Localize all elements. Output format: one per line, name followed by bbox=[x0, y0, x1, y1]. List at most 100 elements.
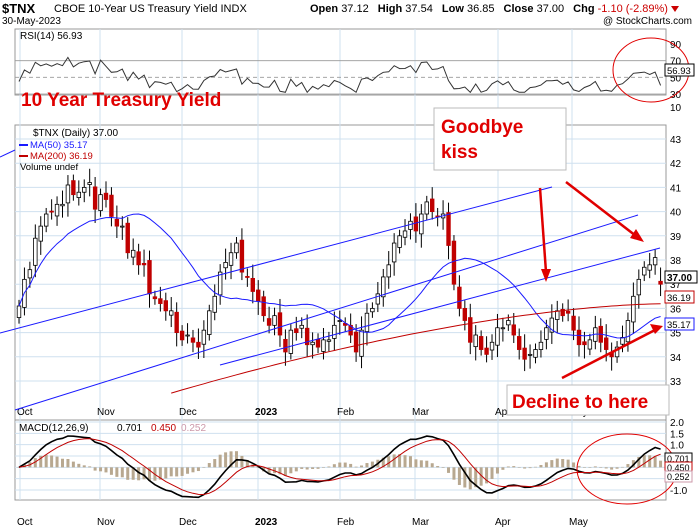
change-value: -1.10 (-2.89%) bbox=[597, 3, 668, 15]
open-value: 37.12 bbox=[341, 3, 369, 15]
candle-body bbox=[386, 264, 391, 278]
x-tick-label-macd: Apr bbox=[495, 517, 511, 528]
candle-body bbox=[120, 225, 125, 228]
macd-histogram-bar bbox=[398, 454, 402, 468]
ohlc-readout: Open 37.12 High 37.54 Low 36.85 Close 37… bbox=[310, 3, 679, 15]
candle-body bbox=[625, 320, 631, 343]
candle-body bbox=[315, 338, 321, 348]
macd-histogram-bar bbox=[224, 452, 228, 468]
candle-body bbox=[147, 260, 152, 295]
candle-body bbox=[555, 310, 560, 320]
candle-body bbox=[489, 341, 495, 351]
macd-histogram-bar bbox=[408, 456, 412, 468]
chart-header: $TNX CBOE 10-Year US Treasury Yield INDX… bbox=[0, 0, 700, 28]
legend-ma200: MA(200) 36.19 bbox=[30, 151, 93, 162]
candle-body bbox=[60, 203, 65, 207]
macd-histogram-bar bbox=[82, 465, 86, 468]
candle-body bbox=[391, 242, 397, 263]
macd-tag3-value: 0.252 bbox=[667, 472, 690, 482]
x-tick-label-price: Oct bbox=[17, 407, 33, 418]
candle-body bbox=[310, 341, 315, 346]
chart-annotation-title: 10 Year Treasury Yield bbox=[21, 90, 221, 111]
macd-histogram-bar bbox=[495, 467, 499, 474]
macd-histogram-bar bbox=[365, 463, 369, 468]
macd-histogram-bar bbox=[33, 458, 37, 468]
macd-histogram-bar bbox=[22, 464, 26, 468]
candle-body bbox=[294, 328, 299, 333]
candle-body bbox=[299, 324, 304, 329]
macd-histogram-bar bbox=[582, 467, 586, 468]
macd-histogram-bar bbox=[71, 461, 75, 468]
close-value: 37.00 bbox=[536, 3, 565, 15]
legend-volume: Volume undef bbox=[20, 162, 78, 173]
candle-body bbox=[82, 186, 87, 193]
candle-body bbox=[190, 337, 196, 343]
x-tick-label-macd: May bbox=[569, 517, 588, 528]
candle-body bbox=[283, 338, 288, 353]
candle-body bbox=[430, 198, 435, 213]
candle-body bbox=[49, 210, 54, 213]
candle-body bbox=[381, 276, 386, 298]
macd-histogram-bar bbox=[55, 456, 59, 468]
candle-body bbox=[642, 266, 647, 276]
candle-body bbox=[130, 249, 136, 258]
x-tick-label-macd: Nov bbox=[97, 517, 115, 528]
macd-histogram-bar bbox=[599, 467, 603, 468]
macd-histogram-bar bbox=[115, 467, 119, 477]
decline-arrow bbox=[561, 328, 656, 380]
macd-histogram-bar bbox=[550, 460, 554, 468]
x-tick-label-price: Dec bbox=[179, 407, 197, 418]
candle-body bbox=[321, 339, 326, 352]
price-tick-label: 40 bbox=[670, 208, 682, 219]
macd-histogram-bar bbox=[403, 455, 407, 468]
macd-histogram-bar bbox=[490, 467, 494, 479]
macd-histogram-bar bbox=[289, 467, 293, 474]
rsi-tag bbox=[664, 63, 695, 77]
candle-body bbox=[266, 318, 272, 326]
candle-body bbox=[234, 242, 239, 254]
macd-histogram-bar bbox=[60, 458, 64, 468]
candle-body bbox=[54, 203, 60, 217]
channel-lower-line bbox=[219, 247, 661, 366]
candle-body bbox=[359, 329, 364, 357]
candle-body bbox=[239, 239, 245, 273]
macd-histogram-bar bbox=[349, 463, 353, 468]
candle-body bbox=[174, 311, 179, 334]
candle-body bbox=[33, 237, 38, 266]
macd-histogram-bar bbox=[561, 459, 565, 468]
trend-line-stub bbox=[0, 149, 16, 158]
macd-histogram-bar bbox=[593, 466, 597, 468]
price-tick-label: 43 bbox=[670, 135, 682, 146]
macd-histogram-bar bbox=[202, 467, 206, 468]
signal-line bbox=[18, 438, 661, 496]
candle-body bbox=[560, 308, 565, 317]
x-tick-label-macd: Mar bbox=[412, 517, 430, 528]
price-tick-label: 36 bbox=[670, 304, 682, 315]
macd-histogram-bar bbox=[637, 456, 641, 468]
channel-upper-line bbox=[0, 186, 553, 334]
macd-histogram-bar bbox=[604, 467, 608, 469]
rsi-tick-label: 50 bbox=[670, 73, 682, 84]
candle-body bbox=[103, 192, 109, 200]
candle-body bbox=[527, 353, 533, 356]
macd-histogram-bar bbox=[534, 466, 538, 468]
macd-histogram-bar bbox=[544, 462, 548, 468]
candle-body bbox=[620, 337, 625, 345]
candle-body bbox=[16, 305, 22, 318]
macd-tick-label: 2.0 bbox=[670, 418, 684, 429]
macd-value: 0.701 bbox=[117, 423, 142, 434]
candle-body bbox=[397, 235, 402, 248]
macd-histogram-bar bbox=[360, 465, 364, 468]
macd-histogram-bar bbox=[354, 466, 358, 468]
legend-ma50: MA(50) 35.17 bbox=[30, 140, 88, 151]
macd-histogram-bar bbox=[452, 467, 456, 480]
candle-body bbox=[538, 341, 544, 350]
macd-histogram-bar bbox=[387, 456, 391, 468]
candle-body bbox=[446, 212, 451, 246]
macd-histogram-bar bbox=[88, 466, 92, 468]
macd-histogram-bar bbox=[332, 464, 336, 468]
candle-body bbox=[451, 240, 457, 285]
macd-histogram-bar bbox=[463, 467, 467, 488]
macd-histogram-bar bbox=[99, 467, 103, 472]
macd-histogram-bar bbox=[414, 459, 418, 468]
